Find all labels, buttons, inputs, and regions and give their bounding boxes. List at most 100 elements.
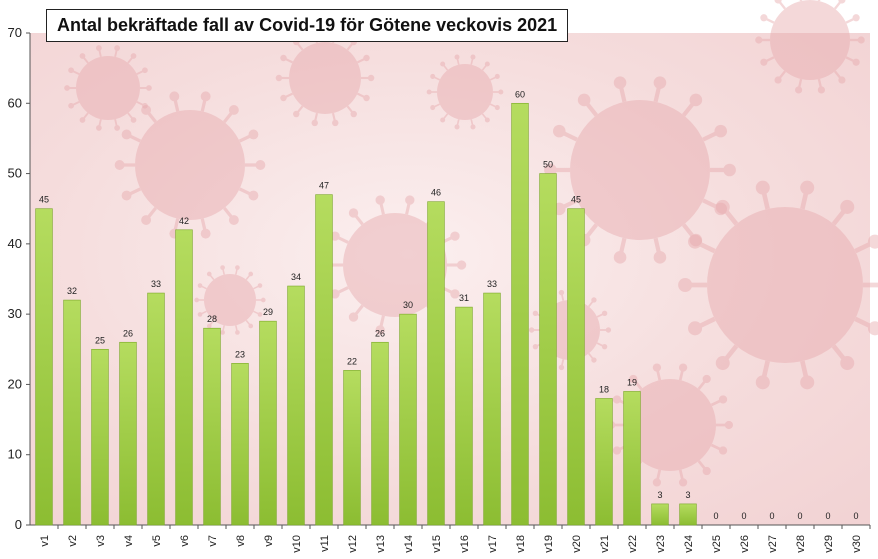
x-tick-label: v21	[599, 535, 611, 553]
x-tick-label: v11	[319, 535, 331, 552]
virus-particle	[678, 180, 878, 390]
data-label: 33	[151, 279, 161, 289]
x-tick-label: v3	[95, 535, 107, 547]
x-tick-label: v18	[515, 535, 527, 553]
bar	[539, 173, 557, 526]
bar	[119, 341, 137, 526]
x-tick-label: v15	[431, 535, 443, 553]
data-label: 45	[39, 195, 49, 205]
data-label: 0	[853, 511, 858, 521]
bar	[315, 194, 333, 526]
bar	[35, 208, 53, 526]
data-label: 0	[769, 511, 774, 521]
data-label: 31	[459, 293, 469, 303]
bar	[567, 208, 585, 526]
data-label: 46	[431, 188, 441, 198]
plot-background	[30, 33, 870, 525]
data-label: 45	[571, 195, 581, 205]
data-label: 26	[375, 328, 385, 338]
virus-particle	[194, 265, 266, 335]
x-tick-label: v7	[207, 535, 219, 547]
bar	[399, 313, 417, 526]
x-tick-label: v23	[655, 535, 667, 553]
bar	[427, 201, 445, 526]
bar	[175, 229, 193, 526]
y-tick-label: 70	[8, 25, 22, 40]
virus-particle	[426, 54, 504, 130]
bar	[91, 348, 109, 526]
y-tick-label: 40	[8, 236, 22, 251]
data-label: 42	[179, 216, 189, 226]
bar	[259, 320, 277, 526]
data-label: 30	[403, 300, 413, 310]
data-label: 60	[515, 89, 525, 99]
data-label: 3	[657, 490, 662, 500]
bar	[63, 299, 81, 526]
data-label: 22	[347, 356, 357, 366]
bar	[623, 391, 641, 526]
data-label: 25	[95, 335, 105, 345]
background-image	[30, 0, 878, 525]
x-tick-label: v2	[67, 535, 79, 547]
x-tick-label: v6	[179, 535, 191, 547]
x-tick-label: v26	[739, 535, 751, 553]
virus-particle	[275, 29, 375, 127]
virus-particle	[114, 91, 266, 239]
bar	[231, 363, 249, 526]
x-tick-label: v12	[347, 535, 359, 553]
bars	[35, 102, 697, 526]
x-tick-label: v4	[123, 535, 135, 547]
bar	[455, 306, 473, 526]
data-label: 47	[319, 181, 329, 191]
x-tick-label: v10	[291, 535, 303, 553]
data-label: 29	[263, 307, 273, 317]
x-tick-label: v5	[151, 535, 163, 547]
virus-particle	[544, 76, 736, 264]
x-tick-label: v19	[543, 535, 555, 553]
chart-title: Antal bekräftade fall av Covid-19 för Gö…	[46, 9, 569, 42]
data-label: 18	[599, 384, 609, 394]
virus-particle	[606, 363, 734, 487]
y-tick-label: 50	[8, 166, 22, 181]
x-tick-label: v13	[375, 535, 387, 553]
data-labels: 4532252633422823293447222630463133605045…	[39, 89, 859, 521]
x-tick-label: v29	[823, 535, 835, 553]
virus-particle	[755, 0, 865, 94]
x-tick-label: v28	[795, 535, 807, 553]
x-tick-label: v20	[571, 535, 583, 553]
data-label: 0	[741, 511, 746, 521]
data-label: 0	[825, 511, 830, 521]
x-tick-label: v30	[851, 535, 863, 553]
bar	[483, 292, 501, 526]
data-label: 3	[685, 490, 690, 500]
data-label: 28	[207, 314, 217, 324]
x-tick-label: v17	[487, 535, 499, 553]
bar	[511, 102, 529, 526]
bar	[147, 292, 165, 526]
bar	[651, 503, 669, 526]
bar	[679, 503, 697, 526]
y-tick-label: 60	[8, 95, 22, 110]
x-tick-label: v1	[39, 535, 51, 547]
bar	[287, 285, 305, 526]
y-tick-label: 20	[8, 376, 22, 391]
data-label: 0	[713, 511, 718, 521]
virus-particle	[64, 45, 152, 131]
axes	[26, 32, 871, 529]
y-tick-label: 10	[8, 447, 22, 462]
bar	[203, 327, 221, 526]
x-tick-label: v9	[263, 535, 275, 547]
data-label: 32	[67, 286, 77, 296]
x-tick-label: v22	[627, 535, 639, 553]
x-tick-label: v24	[683, 535, 695, 553]
data-label: 50	[543, 160, 553, 170]
data-label: 19	[627, 377, 637, 387]
data-label: 34	[291, 272, 301, 282]
x-tick-label: v25	[711, 535, 723, 553]
bar	[371, 341, 389, 526]
x-tick-label: v14	[403, 535, 415, 553]
y-tick-label: 0	[15, 517, 22, 532]
data-label: 23	[235, 349, 245, 359]
